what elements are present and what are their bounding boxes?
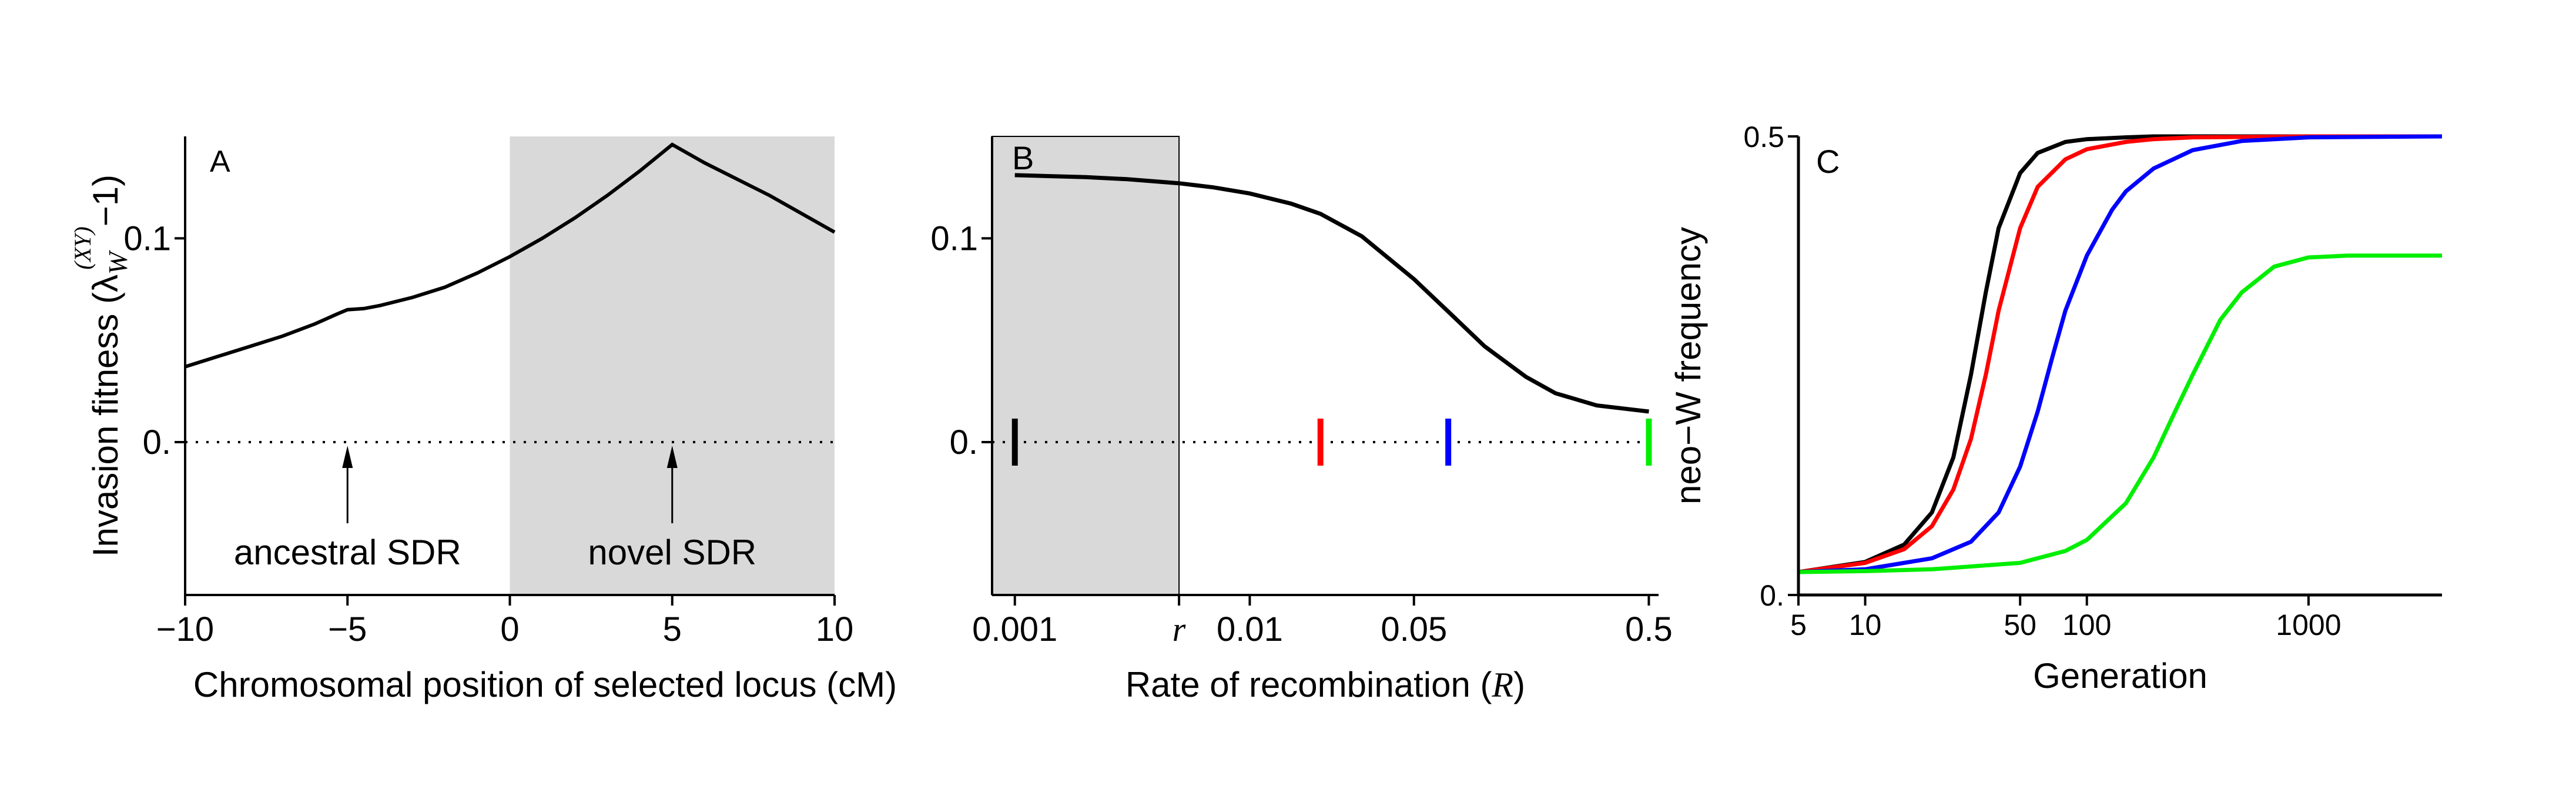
panel-b: 0.001 r 0.01 0.05 0.5 0. 0.1 B Rate of recombi… — [930, 136, 1673, 704]
panel-a-label: A — [210, 145, 230, 179]
panel-c-x-tick-label: 50 — [2004, 609, 2036, 641]
panel-b-x-tick-label: r — [1173, 610, 1186, 648]
panel-b-x-tick-label: 0.001 — [972, 610, 1057, 648]
panel-c-series-line — [1798, 134, 2442, 574]
annotation-label: ancestral SDR — [234, 533, 461, 572]
panel-a-x-tick-label: −10 — [156, 610, 214, 648]
panel-a: −10 −5 0 5 100.0.1 ancestral SDR novel SDR A … — [69, 136, 897, 704]
panel-b-x-label-var: R — [1492, 666, 1514, 704]
panel-a-x-label: Chromosomal position of selected locus (… — [193, 665, 897, 704]
panel-a-y-label-main: Invasion fitness (λ — [86, 275, 125, 557]
panel-c-x-tick-label: 100 — [2062, 609, 2111, 641]
panel-a-x-tick-label: −5 — [328, 610, 367, 648]
panel-a-x-tick-label: 10 — [816, 610, 854, 648]
panel-c: 5 10 50 100 1000 0. 0.5 C Generation neo−W fre… — [1669, 121, 2443, 696]
panel-b-y-tick-label: 0.1 — [930, 219, 978, 258]
panel-a-y-label: Invasion fitness (λW (XY)−1) — [69, 175, 133, 557]
panel-c-series-line — [1798, 134, 2443, 574]
panel-c-series-line — [1798, 253, 2442, 574]
panel-c-x-label: Generation — [2033, 656, 2207, 696]
panel-c-series-line — [1798, 134, 2442, 574]
panel-c-y-tick-label: 0. — [1760, 579, 1784, 612]
panel-a-y-label-tail: −1) — [86, 175, 125, 226]
panel-a-y-label-sup: (XY) — [69, 226, 96, 269]
panel-c-x-tick-label: 10 — [1849, 609, 1882, 641]
panel-c-x-tick-label: 1000 — [2276, 609, 2341, 641]
panel-a-y-label-sub: W — [103, 250, 133, 275]
panel-b-x-tick-label: 0.01 — [1217, 610, 1283, 648]
panel-c-y-label: neo−W frequency — [1669, 227, 1708, 504]
panel-a-x-tick-label: 5 — [663, 610, 682, 648]
panel-b-x-tick-label: 0.5 — [1625, 610, 1673, 648]
panel-a-y-tick-label: 0. — [143, 423, 171, 462]
panel-b-x-label-tail: ) — [1513, 665, 1525, 704]
annotation-arrowhead — [666, 446, 678, 468]
panel-c-label: C — [1816, 143, 1840, 180]
panel-b-x-label: Rate of recombination (R) — [1125, 665, 1525, 704]
panel-b-x-tick-label: 0.05 — [1381, 610, 1447, 648]
panel-b-y-tick-label: 0. — [950, 423, 978, 462]
panel-b-shaded-region — [991, 136, 1180, 596]
panel-c-y-tick-label: 0.5 — [1743, 121, 1784, 153]
annotation-arrowhead — [342, 446, 353, 468]
panel-b-x-label-main: Rate of recombination ( — [1125, 665, 1492, 704]
panel-c-x-tick-label: 5 — [1790, 609, 1807, 641]
panel-a-y-tick-label: 0.1 — [123, 219, 171, 258]
panel-b-series-line — [1014, 173, 1649, 414]
annotation-label: novel SDR — [588, 533, 756, 572]
panel-a-series-line — [185, 142, 836, 369]
panel-a-x-tick-label: 0 — [500, 610, 519, 648]
panel-b-label: B — [1012, 139, 1034, 176]
